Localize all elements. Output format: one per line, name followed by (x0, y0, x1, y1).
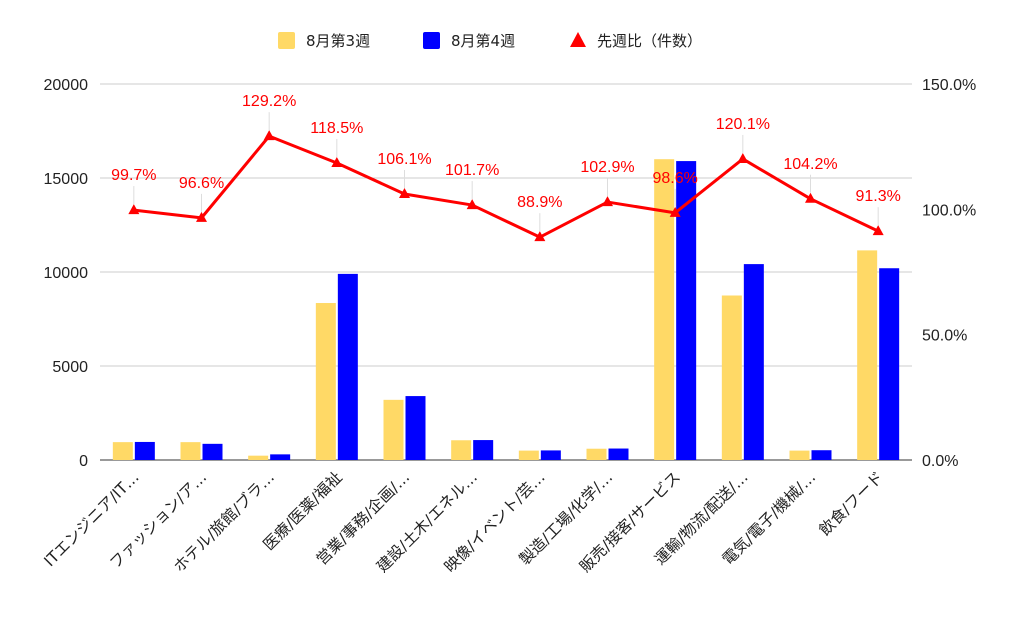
bar-week4 (270, 454, 291, 460)
left-axis-ticks: 0 5000 10000 15000 20000 (44, 77, 89, 470)
ratio-marker (128, 204, 140, 215)
bar-week3 (789, 450, 810, 460)
ratio-data-label: 101.7% (445, 162, 499, 179)
right-tick-label: 150.0% (922, 77, 976, 94)
legend: 8月第3週 8月第4週 先週比（件数） (278, 32, 702, 50)
ratio-marker (196, 211, 207, 222)
bar-week3 (383, 399, 404, 460)
left-tick-label: 20000 (44, 77, 89, 94)
category-labels: ITエンジニア/IT…ファッション/ア…ホテル/旅館/ブラ…医療/医薬/福祉営業… (41, 467, 887, 576)
ratio-marker (331, 156, 343, 167)
ratio-data-labels: 99.7% 96.6% 129.2% 118.5% 106.1% 101.7% 88.9% 1… (111, 93, 901, 232)
bar-week4 (540, 450, 561, 460)
bar-week4 (743, 264, 764, 460)
bars (112, 159, 900, 460)
bar-week3 (518, 450, 539, 460)
legend-swatch (570, 32, 586, 47)
ratio-marker (534, 231, 546, 242)
ratio-data-label: 118.5% (310, 120, 363, 137)
ratio-data-label: 129.2% (242, 93, 296, 110)
left-tick-label: 0 (79, 453, 88, 470)
right-axis-ticks: 0.0% 50.0% 100.0% 150.0% (922, 77, 976, 470)
ratio-marker (805, 192, 816, 203)
ratio-data-label: 96.6% (179, 175, 224, 192)
ratio-marker (602, 196, 613, 207)
ratio-line (128, 130, 884, 242)
bar-week4 (202, 443, 223, 460)
legend-swatch (278, 32, 295, 49)
ratio-data-label: 91.3% (855, 188, 900, 205)
bar-week3 (586, 448, 607, 460)
bar-week4 (337, 273, 358, 460)
right-tick-label: 0.0% (922, 453, 958, 470)
bar-week3 (721, 295, 742, 460)
bar-week4 (676, 161, 697, 460)
ratio-marker (399, 188, 410, 199)
gridlines (100, 83, 912, 461)
ratio-data-label: 120.1% (716, 116, 770, 133)
ratio-data-label: 98.6% (652, 170, 697, 187)
left-tick-label: 5000 (52, 359, 88, 376)
bar-week3 (654, 159, 675, 460)
bar-week4 (879, 268, 900, 460)
legend-label: 8月第3週 (306, 32, 370, 50)
legend-label: 8月第4週 (451, 32, 515, 50)
bar-week4 (473, 440, 494, 460)
right-tick-label: 50.0% (922, 328, 967, 345)
ratio-data-label: 99.7% (111, 167, 156, 184)
category-label: 飲食/フード (816, 468, 887, 539)
bar-week3 (315, 303, 336, 460)
bar-week3 (180, 442, 201, 460)
ratio-marker (263, 130, 275, 141)
bar-week4 (608, 448, 629, 460)
bar-week3 (248, 455, 269, 460)
ratio-marker (466, 199, 478, 210)
ratio-marker (737, 152, 749, 163)
left-tick-label: 10000 (44, 265, 89, 282)
left-tick-label: 15000 (44, 171, 89, 188)
bar-week3 (451, 440, 472, 460)
legend-swatch (423, 32, 440, 49)
bar-week3 (857, 250, 878, 460)
right-tick-label: 100.0% (922, 202, 976, 219)
ratio-data-label: 104.2% (783, 156, 837, 173)
ratio-marker (872, 225, 884, 236)
ratio-data-label: 88.9% (517, 194, 562, 211)
bar-week4 (811, 450, 832, 460)
bar-week4 (405, 396, 426, 460)
bar-week4 (134, 441, 155, 460)
ratio-data-label: 102.9% (580, 159, 634, 176)
bar-week3 (112, 442, 133, 460)
ratio-line-path (133, 134, 879, 239)
ratio-data-label: 106.1% (377, 151, 431, 168)
legend-label: 先週比（件数） (597, 32, 702, 50)
ratio-marker (669, 206, 681, 217)
